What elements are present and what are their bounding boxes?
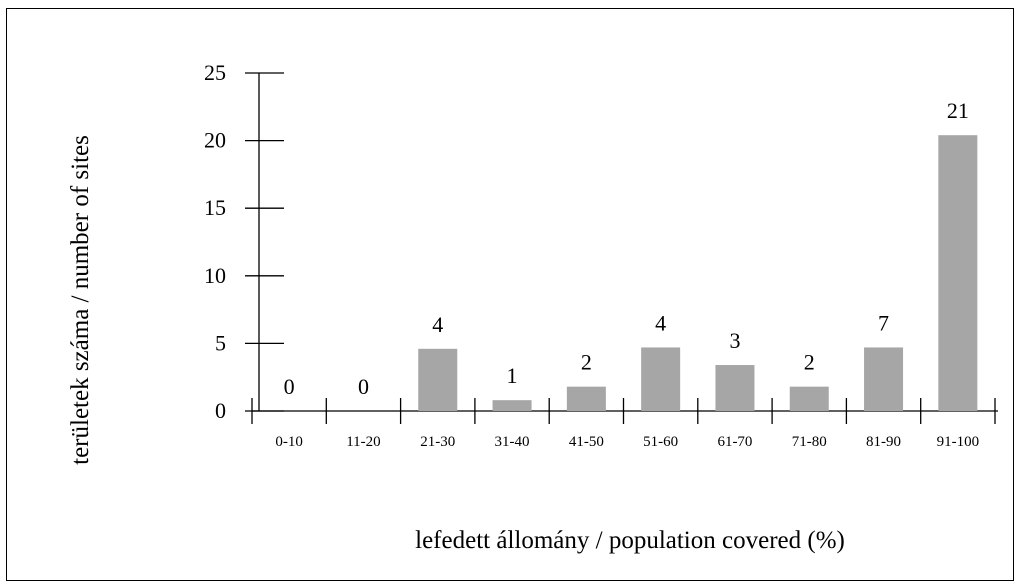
bars xyxy=(418,135,978,411)
data-label: 3 xyxy=(729,328,740,353)
y-axis-title: területek száma / number of sites xyxy=(67,135,94,465)
y-tick-label: 5 xyxy=(215,330,226,355)
bar xyxy=(492,400,532,411)
x-tick-label: 0-10 xyxy=(275,434,303,450)
data-label: 0 xyxy=(284,374,295,399)
data-label: 2 xyxy=(581,350,592,375)
bar xyxy=(789,386,829,411)
data-labels: 0 0 4 1 2 4 3 2 7 21 xyxy=(284,98,969,399)
data-label: 4 xyxy=(432,312,443,337)
y-tick-label: 20 xyxy=(204,128,226,153)
bar xyxy=(418,348,458,411)
data-label: 21 xyxy=(947,98,969,123)
bar xyxy=(864,347,904,411)
x-tick-label: 11-20 xyxy=(346,434,380,450)
bar xyxy=(715,365,755,411)
x-tick-label: 71-80 xyxy=(792,434,827,450)
chart-frame xyxy=(6,8,1014,581)
x-tick-label: 81-90 xyxy=(866,434,901,450)
data-label: 4 xyxy=(655,310,666,335)
data-label: 0 xyxy=(358,374,369,399)
x-tick-label: 91-100 xyxy=(937,434,980,450)
x-tick-label: 31-40 xyxy=(495,434,530,450)
y-axis: 0 5 10 15 20 25 xyxy=(204,60,284,423)
x-axis: 0-10 11-20 21-30 31-40 41-50 51-60 61-70 71-80 8… xyxy=(251,398,998,450)
x-tick-label: 41-50 xyxy=(569,434,604,450)
bar xyxy=(641,347,681,411)
x-tick-label: 21-30 xyxy=(420,434,455,450)
x-axis-title: lefedett állomány / population covered (… xyxy=(415,527,845,554)
data-label: 7 xyxy=(878,310,889,335)
y-tick-label: 15 xyxy=(204,195,226,220)
x-tick-label: 51-60 xyxy=(643,434,678,450)
bar xyxy=(938,135,978,411)
data-label: 1 xyxy=(507,363,518,388)
x-tick-label: 61-70 xyxy=(717,434,752,450)
data-label: 2 xyxy=(804,350,815,375)
y-tick-label: 0 xyxy=(215,398,226,423)
y-tick-label: 10 xyxy=(204,263,226,288)
y-tick-label: 25 xyxy=(204,60,226,85)
bar xyxy=(566,386,606,411)
